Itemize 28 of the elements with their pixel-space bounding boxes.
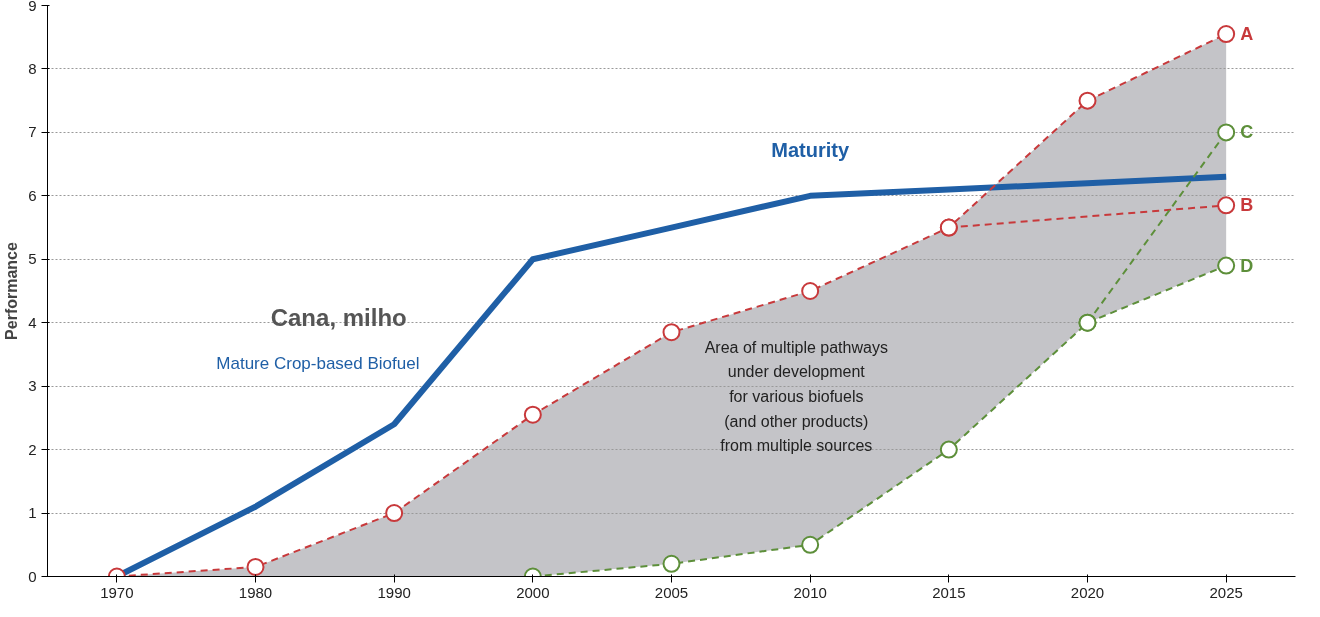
y-tick-label: 7 bbox=[28, 123, 37, 141]
y-tick-label: 5 bbox=[28, 250, 37, 268]
x-tick-label: 2005 bbox=[654, 583, 689, 601]
annotation: Mature Crop-based Biofuel bbox=[216, 354, 420, 374]
series-label: B bbox=[1240, 195, 1254, 216]
x-tick-label: 2020 bbox=[1070, 583, 1105, 601]
y-tick-label: 1 bbox=[28, 504, 37, 522]
annotation: Area of multiple pathways under development for various biofuels (and other products) from multiple sources bbox=[704, 338, 888, 455]
y-axis-title: Performance bbox=[3, 241, 21, 340]
series-label: D bbox=[1240, 255, 1254, 276]
y-tick-label: 3 bbox=[28, 377, 37, 395]
y-tick-label: 8 bbox=[28, 59, 37, 77]
y-tick-label: 4 bbox=[28, 313, 37, 331]
x-tick-label: 2025 bbox=[1209, 583, 1243, 601]
x-tick-label: 2010 bbox=[793, 583, 827, 601]
annotation: Maturity bbox=[771, 138, 850, 161]
series-label: C bbox=[1240, 122, 1254, 143]
x-tick-label: 1980 bbox=[238, 583, 273, 601]
y-tick-label: 6 bbox=[28, 186, 37, 204]
x-tick-label: 1970 bbox=[100, 583, 134, 601]
y-tick-label: 2 bbox=[28, 440, 37, 458]
x-tick-label: 1990 bbox=[377, 583, 411, 601]
series-label: A bbox=[1240, 24, 1254, 45]
x-tick-label: 2015 bbox=[932, 583, 966, 601]
x-tick-label: 2000 bbox=[516, 583, 550, 601]
y-tick-label: 0 bbox=[28, 567, 37, 585]
y-tick-label: 9 bbox=[28, 0, 37, 14]
annotation: Cana, milho bbox=[270, 303, 407, 331]
